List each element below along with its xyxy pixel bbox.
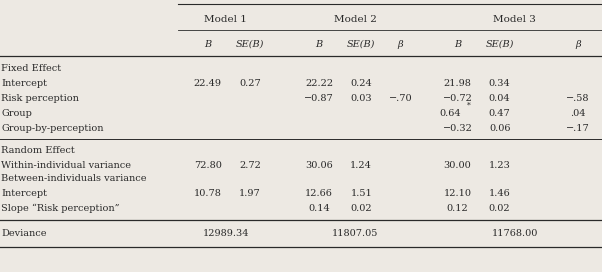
Text: SE(B): SE(B) [235,39,264,49]
Text: 0.02: 0.02 [350,204,372,213]
Text: Between-individuals variance: Between-individuals variance [1,174,147,184]
Text: β: β [397,39,403,49]
Text: 10.78: 10.78 [194,189,222,198]
Text: .04: .04 [570,109,586,118]
Text: B: B [454,39,461,49]
Text: 11807.05: 11807.05 [332,229,379,239]
Text: 0.06: 0.06 [489,124,510,133]
Text: Model 1: Model 1 [204,15,247,24]
Text: 0.04: 0.04 [489,94,510,103]
Text: Slope “Risk perception”: Slope “Risk perception” [1,204,120,213]
Text: 72.80: 72.80 [194,161,222,170]
Text: Group: Group [1,109,32,118]
Text: 12.10: 12.10 [444,189,471,198]
Text: 22.49: 22.49 [194,79,222,88]
Text: 1.24: 1.24 [350,161,372,170]
Text: 12989.34: 12989.34 [202,229,249,239]
Text: Intercept: Intercept [1,79,47,88]
Text: 1.46: 1.46 [489,189,510,198]
Text: −.70: −.70 [388,94,412,103]
Text: Fixed Effect: Fixed Effect [1,64,61,73]
Text: −0.72: −0.72 [442,94,473,103]
Text: Deviance: Deviance [1,229,47,239]
Text: 0.12: 0.12 [447,204,468,213]
Text: Intercept: Intercept [1,189,47,198]
Text: SE(B): SE(B) [485,39,514,49]
Text: −.58: −.58 [566,94,590,103]
Text: SE(B): SE(B) [347,39,376,49]
Text: 1.97: 1.97 [239,189,261,198]
Text: 0.64: 0.64 [439,109,461,118]
Text: B: B [315,39,323,49]
Text: *: * [467,102,470,110]
Text: B: B [204,39,211,49]
Text: −.17: −.17 [566,124,590,133]
Text: 2.72: 2.72 [239,161,261,170]
Text: −0.32: −0.32 [442,124,473,133]
Text: 0.02: 0.02 [489,204,510,213]
Text: Group-by-perception: Group-by-perception [1,124,104,133]
Text: 30.06: 30.06 [305,161,333,170]
Text: Within-individual variance: Within-individual variance [1,161,131,170]
Text: 0.24: 0.24 [350,79,372,88]
Text: 0.34: 0.34 [489,79,510,88]
Text: Risk perception: Risk perception [1,94,79,103]
Text: 1.51: 1.51 [350,189,372,198]
Text: 30.00: 30.00 [444,161,471,170]
Text: Model 2: Model 2 [334,15,377,24]
Text: 12.66: 12.66 [305,189,333,198]
Text: 0.03: 0.03 [350,94,372,103]
Text: 0.47: 0.47 [489,109,510,118]
Text: 21.98: 21.98 [444,79,471,88]
Text: 0.14: 0.14 [308,204,330,213]
Text: β: β [575,39,581,49]
Text: −0.87: −0.87 [304,94,334,103]
Text: 22.22: 22.22 [305,79,333,88]
Text: 11768.00: 11768.00 [491,229,538,239]
Text: Model 3: Model 3 [493,15,536,24]
Text: Random Effect: Random Effect [1,146,75,156]
Text: 0.27: 0.27 [239,79,261,88]
Text: 1.23: 1.23 [489,161,510,170]
